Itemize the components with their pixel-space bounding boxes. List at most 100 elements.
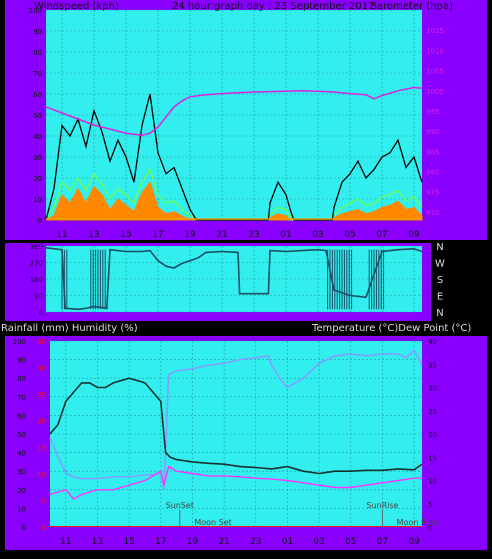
direction-tick-label: 90 xyxy=(34,293,43,301)
humidity-tick-label: 60 xyxy=(17,412,26,420)
hour-tick-label: 03 xyxy=(312,230,323,240)
barometer-line xyxy=(45,86,423,136)
compass-label: E xyxy=(437,292,443,303)
hour-tick-label: 09 xyxy=(408,230,420,240)
hour-tick-label: 07 xyxy=(376,230,387,240)
barometer-tick-label: 1005 xyxy=(426,68,444,76)
wind-average-line xyxy=(45,167,423,221)
barometer-axis-title: Barometer (hpa) xyxy=(370,1,453,12)
windspeed-tick-label: 40 xyxy=(33,133,42,141)
hour-tick-label: 19 xyxy=(187,537,199,547)
rain-humidity-axis-title: Rainfall (mm) Humidity (%) xyxy=(1,323,138,334)
windspeed-axis-title: Windspeed (kph) xyxy=(34,1,119,12)
humidity-tick-label: 100 xyxy=(13,338,26,346)
temperature-tick-label: 35 xyxy=(428,361,437,369)
barometer-tick-label: 980 xyxy=(426,169,439,177)
windspeed-tick-label: 90 xyxy=(33,28,42,36)
direction-tick-label: 270 xyxy=(30,260,43,268)
windspeed-tick-label: 0 xyxy=(38,217,42,225)
hour-tick-label: 19 xyxy=(184,230,196,240)
hour-tick-label: 11 xyxy=(60,537,71,547)
windspeed-tick-label: 60 xyxy=(33,91,42,99)
rainfall-tick-label: 0 xyxy=(42,524,46,532)
rainfall-tick-label: 15 xyxy=(37,444,46,452)
dewpoint-line xyxy=(49,465,422,501)
wind-grid xyxy=(46,9,422,221)
direction-tick-label: 180 xyxy=(30,276,43,284)
temperature-tick-label: 5 xyxy=(428,501,432,509)
humidity-line xyxy=(49,349,423,490)
compass-label: N xyxy=(436,308,443,319)
hour-tick-label: 21 xyxy=(218,537,229,547)
humidity-tick-label: 10 xyxy=(17,505,26,513)
windspeed-tick-label: 20 xyxy=(33,175,42,183)
barometer-tick-label: 995 xyxy=(426,108,439,116)
temperature-tick-label: 25 xyxy=(428,408,437,416)
temperature-axis-ticks: 0102030405060708090100051015202530350510… xyxy=(13,338,437,547)
hour-tick-label: 21 xyxy=(216,230,227,240)
windspeed-tick-label: 50 xyxy=(33,112,42,120)
hour-tick-label: 07 xyxy=(377,537,388,547)
rainfall-tick-label: 30 xyxy=(37,365,46,373)
humidity-tick-label: 30 xyxy=(17,468,26,476)
humidity-tick-label: 80 xyxy=(17,375,26,383)
annotation-label: SunRise xyxy=(366,501,398,510)
barometer-tick-label: 975 xyxy=(426,189,439,197)
windspeed-tick-label: 80 xyxy=(33,49,42,57)
windspeed-tick-label: 30 xyxy=(33,154,42,162)
hour-tick-label: 11 xyxy=(56,230,67,240)
direction-tick-label: 0 xyxy=(39,309,43,317)
compass-label: S xyxy=(437,275,443,286)
hour-tick-label: 05 xyxy=(344,230,355,240)
wind-gust-line xyxy=(45,93,423,221)
hour-tick-label: 03 xyxy=(313,537,324,547)
hour-tick-label: 23 xyxy=(250,537,261,547)
barometer-tick-label: 985 xyxy=(426,148,439,156)
wind-series-group xyxy=(45,86,423,221)
graph-date-title: 24 hour graph day : 23 September 2017 xyxy=(172,1,374,12)
windspeed-tick-label: 100 xyxy=(29,7,42,15)
annotation-label: SunSet xyxy=(166,501,194,510)
hour-tick-label: 17 xyxy=(152,230,163,240)
temperature-tick-label: 20 xyxy=(428,431,437,439)
rainfall-tick-label: 35 xyxy=(37,338,46,346)
hour-tick-label: 13 xyxy=(88,230,99,240)
barometer-tick-label: 1000 xyxy=(426,88,444,96)
temperature-tick-label: 15 xyxy=(428,454,437,462)
compass-label: W xyxy=(435,259,445,270)
direction-tick-label: 360 xyxy=(30,243,43,251)
humidity-tick-label: 20 xyxy=(17,487,26,495)
humidity-tick-label: 40 xyxy=(17,450,26,458)
hour-tick-label: 01 xyxy=(282,537,293,547)
hour-tick-label: 13 xyxy=(92,537,103,547)
temperature-tick-label: 0 xyxy=(428,524,432,532)
temperature-line xyxy=(49,377,423,475)
windspeed-tick-label: 70 xyxy=(33,70,42,78)
annotation-label: Moon Set xyxy=(194,518,231,527)
direction-series-group xyxy=(45,247,423,311)
humidity-tick-label: 50 xyxy=(17,431,26,439)
hour-tick-label: 15 xyxy=(120,230,131,240)
hour-tick-label: 01 xyxy=(280,230,291,240)
temperature-series-group xyxy=(49,349,423,527)
rainfall-tick-label: 5 xyxy=(42,497,46,505)
hour-tick-label: 05 xyxy=(345,537,356,547)
barometer-tick-label: 1015 xyxy=(426,27,444,35)
rainfall-tick-label: 20 xyxy=(37,418,46,426)
temperature-dewpoint-axis-title: Temperature (°C)Dew Point (°C) xyxy=(311,323,471,334)
temperature-tick-label: 40 xyxy=(428,338,437,346)
humidity-tick-label: 0 xyxy=(22,524,26,532)
rainfall-tick-label: 10 xyxy=(37,471,46,479)
rainfall-tick-label: 25 xyxy=(37,391,46,399)
hour-tick-label: 17 xyxy=(155,537,166,547)
barometer-tick-label: 1010 xyxy=(426,47,444,55)
direction-grid xyxy=(46,245,422,313)
barometer-tick-label: 990 xyxy=(426,128,439,136)
compass-label: N xyxy=(436,242,443,253)
barometer-tick-label: 970 xyxy=(426,209,439,217)
hour-tick-label: 09 xyxy=(408,537,420,547)
